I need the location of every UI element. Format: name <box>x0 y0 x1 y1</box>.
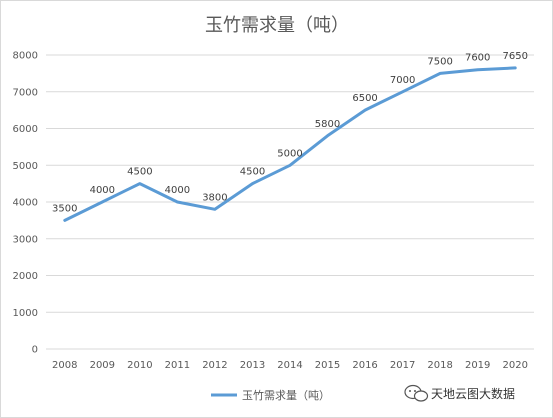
x-axis-tick-labels: 2008 2009 2010 2011 2012 2013 2014 2015 2016 2017… <box>52 360 528 371</box>
x-tick-label: 2011 <box>165 360 190 371</box>
x-tick-label: 2016 <box>352 360 377 371</box>
data-label: 4000 <box>165 185 190 196</box>
x-tick-label: 2012 <box>202 360 227 371</box>
y-tick-label: 3000 <box>13 234 38 245</box>
x-tick-label: 2017 <box>390 360 415 371</box>
y-tick-label: 1000 <box>13 308 38 319</box>
data-label: 7500 <box>427 56 452 67</box>
wechat-icon <box>404 384 429 402</box>
series-line <box>63 66 517 222</box>
x-tick-label: 2015 <box>315 360 340 371</box>
data-label: 6500 <box>352 93 377 104</box>
chart-title: 玉竹需求量（吨） <box>205 15 349 36</box>
y-tick-label: 2000 <box>13 271 38 282</box>
data-label: 4000 <box>90 185 115 196</box>
data-labels: 3500 4000 4500 4000 3800 4500 5000 5800 6500 7000… <box>52 51 528 215</box>
data-label: 7650 <box>503 51 528 62</box>
x-tick-label: 2009 <box>90 360 115 371</box>
x-tick-label: 2010 <box>127 360 152 371</box>
x-tick-label: 2008 <box>52 360 77 371</box>
x-tick-label: 2020 <box>503 360 528 371</box>
y-tick-label: 8000 <box>13 51 38 62</box>
y-tick-label: 0 <box>32 345 38 356</box>
data-label: 4500 <box>240 167 265 178</box>
x-tick-label: 2019 <box>465 360 490 371</box>
y-tick-label: 6000 <box>13 124 38 135</box>
watermark: 天地云图大数据 <box>404 384 515 402</box>
data-label: 3500 <box>52 203 77 214</box>
data-label: 7600 <box>465 53 490 64</box>
x-tick-label: 2014 <box>277 360 302 371</box>
data-label: 5800 <box>315 119 340 130</box>
data-label: 7000 <box>390 75 415 86</box>
data-label: 5000 <box>277 148 302 159</box>
series-layer <box>63 66 517 222</box>
y-tick-label: 5000 <box>13 161 38 172</box>
y-tick-label: 4000 <box>13 198 38 209</box>
legend[interactable]: 玉竹需求量（吨） <box>211 388 330 402</box>
legend-label: 玉竹需求量（吨） <box>242 388 330 402</box>
y-axis-tick-labels: 0 1000 2000 3000 4000 5000 6000 7000 8000 <box>13 51 38 356</box>
data-label: 3800 <box>202 192 227 203</box>
gridlines <box>46 54 534 350</box>
y-tick-label: 7000 <box>13 87 38 98</box>
data-label: 4500 <box>127 167 152 178</box>
x-tick-label: 2018 <box>427 360 452 371</box>
watermark-text: 天地云图大数据 <box>431 386 515 401</box>
x-tick-label: 2013 <box>240 360 265 371</box>
